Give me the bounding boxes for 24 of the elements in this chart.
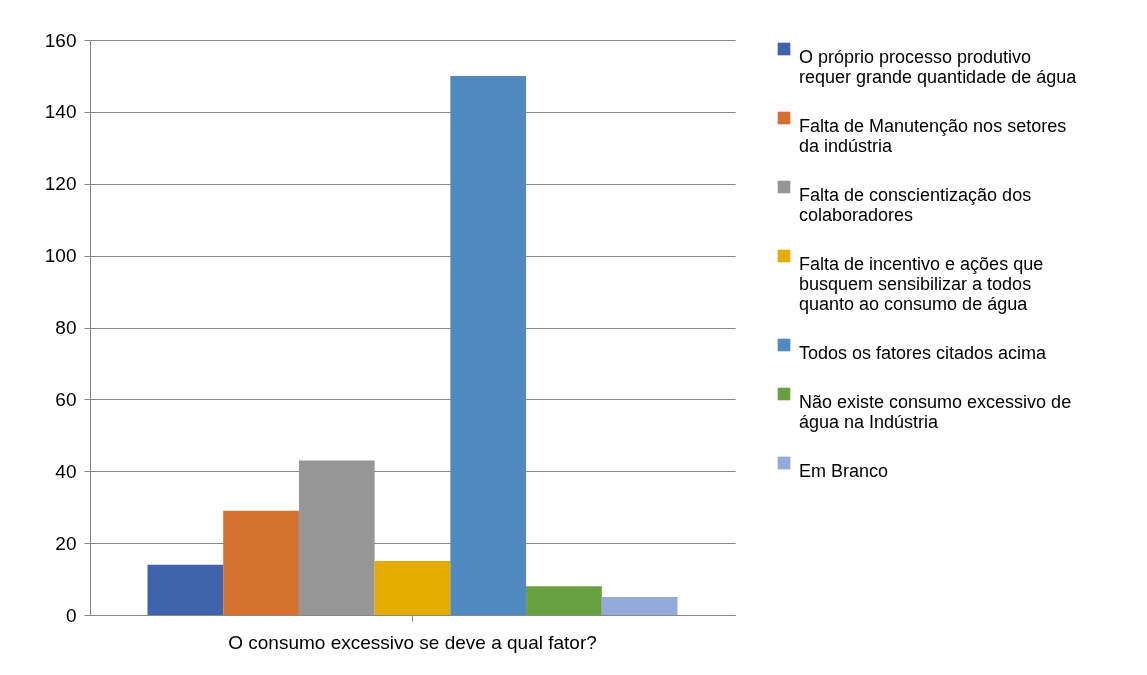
bar (298, 460, 375, 615)
y-tick-label: 80 (55, 317, 77, 338)
legend-label: Não existe consumo excessivo de água na Indústria (799, 392, 1072, 432)
y-tick-label: 40 (55, 460, 77, 482)
y-tick-label: 60 (55, 388, 77, 410)
legend-label: O próprio processo produtivo requer grande quantidade de água (799, 47, 1078, 87)
legend-label: Todos os fatores citados acima (799, 343, 1048, 363)
y-tick-label: 100 (44, 245, 77, 267)
y-tick-label: 120 (44, 173, 77, 195)
bar (450, 75, 527, 615)
bar (601, 597, 678, 615)
legend-label: Falta de conscientização dos colaboradores (799, 185, 1032, 225)
y-tick-label: 140 (44, 101, 77, 123)
x-tick-label: O consumo excessivo se deve a qual fator? (228, 631, 597, 653)
y-tick-label: 160 (44, 29, 77, 51)
bar (147, 564, 224, 615)
y-tick-label: 0 (65, 604, 77, 626)
bar (374, 561, 451, 615)
legend-label: Falta de Manutenção nos setores da indústria (799, 116, 1067, 156)
legend-label: Em Branco (799, 461, 889, 481)
bar (223, 510, 299, 615)
legend-label: Falta de incentivo e ações que busquem sensibilizar a todos quanto ao consumo de água (799, 254, 1044, 314)
y-tick-label: 20 (55, 532, 77, 554)
bar (526, 586, 602, 615)
